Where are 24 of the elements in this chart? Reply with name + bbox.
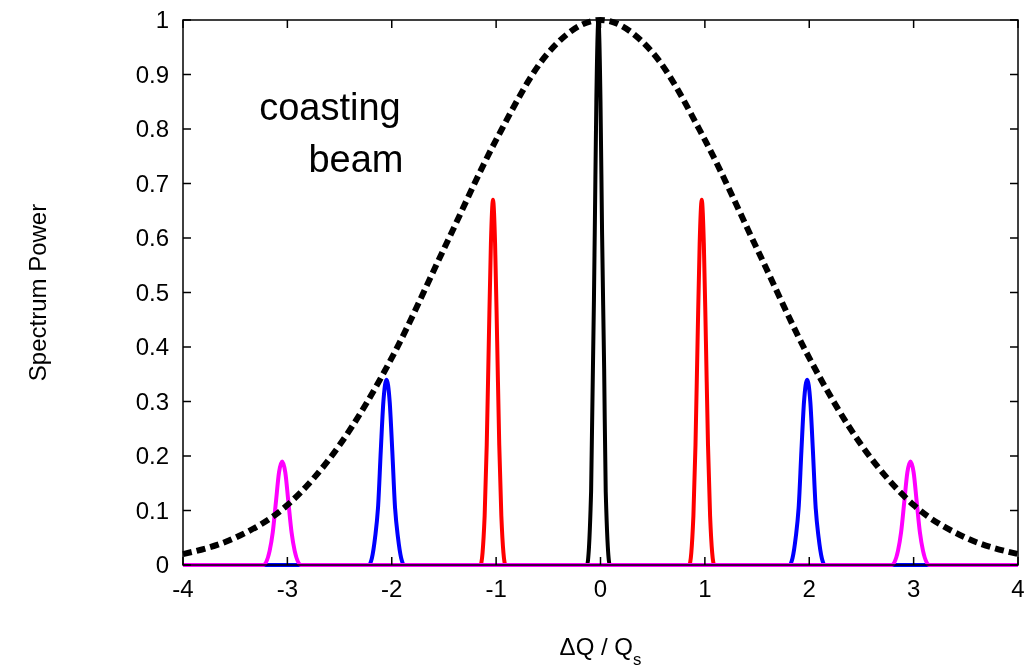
y-tick-label: 1 <box>155 6 169 33</box>
x-tick-label: -4 <box>172 575 194 602</box>
x-tick-label: 1 <box>698 575 712 602</box>
x-tick-label: 0 <box>593 575 608 602</box>
annotation: coasting beam <box>259 86 404 180</box>
x-tick-label: 3 <box>906 575 921 602</box>
line-series <box>181 459 1020 567</box>
x-tick-label: -2 <box>381 575 403 602</box>
y-tick-label: 0.8 <box>135 115 169 142</box>
y-tick-label: 0.9 <box>135 60 169 88</box>
x-tick-label: 4 <box>1011 575 1025 602</box>
y-tick-label: 0 <box>155 551 169 578</box>
x-tick-label: -3 <box>276 575 299 602</box>
y-tick-label: 0.2 <box>135 442 169 469</box>
y-tick-label: 0.1 <box>135 496 169 524</box>
x-tick-label: 2 <box>802 575 816 602</box>
x-axis-title: ΔQ / Q$_{s}$ <box>559 633 642 669</box>
x-tick-label: -1 <box>485 575 507 602</box>
y-tick-label: 0.3 <box>135 387 169 415</box>
y-tick-label: 0.6 <box>135 224 169 251</box>
y-tick-label: 0.4 <box>135 333 169 360</box>
y-tick-label: 0.5 <box>135 278 169 306</box>
y-tick-label: 0.7 <box>135 169 169 197</box>
y-axis-title: Spectrum Power <box>24 203 51 382</box>
